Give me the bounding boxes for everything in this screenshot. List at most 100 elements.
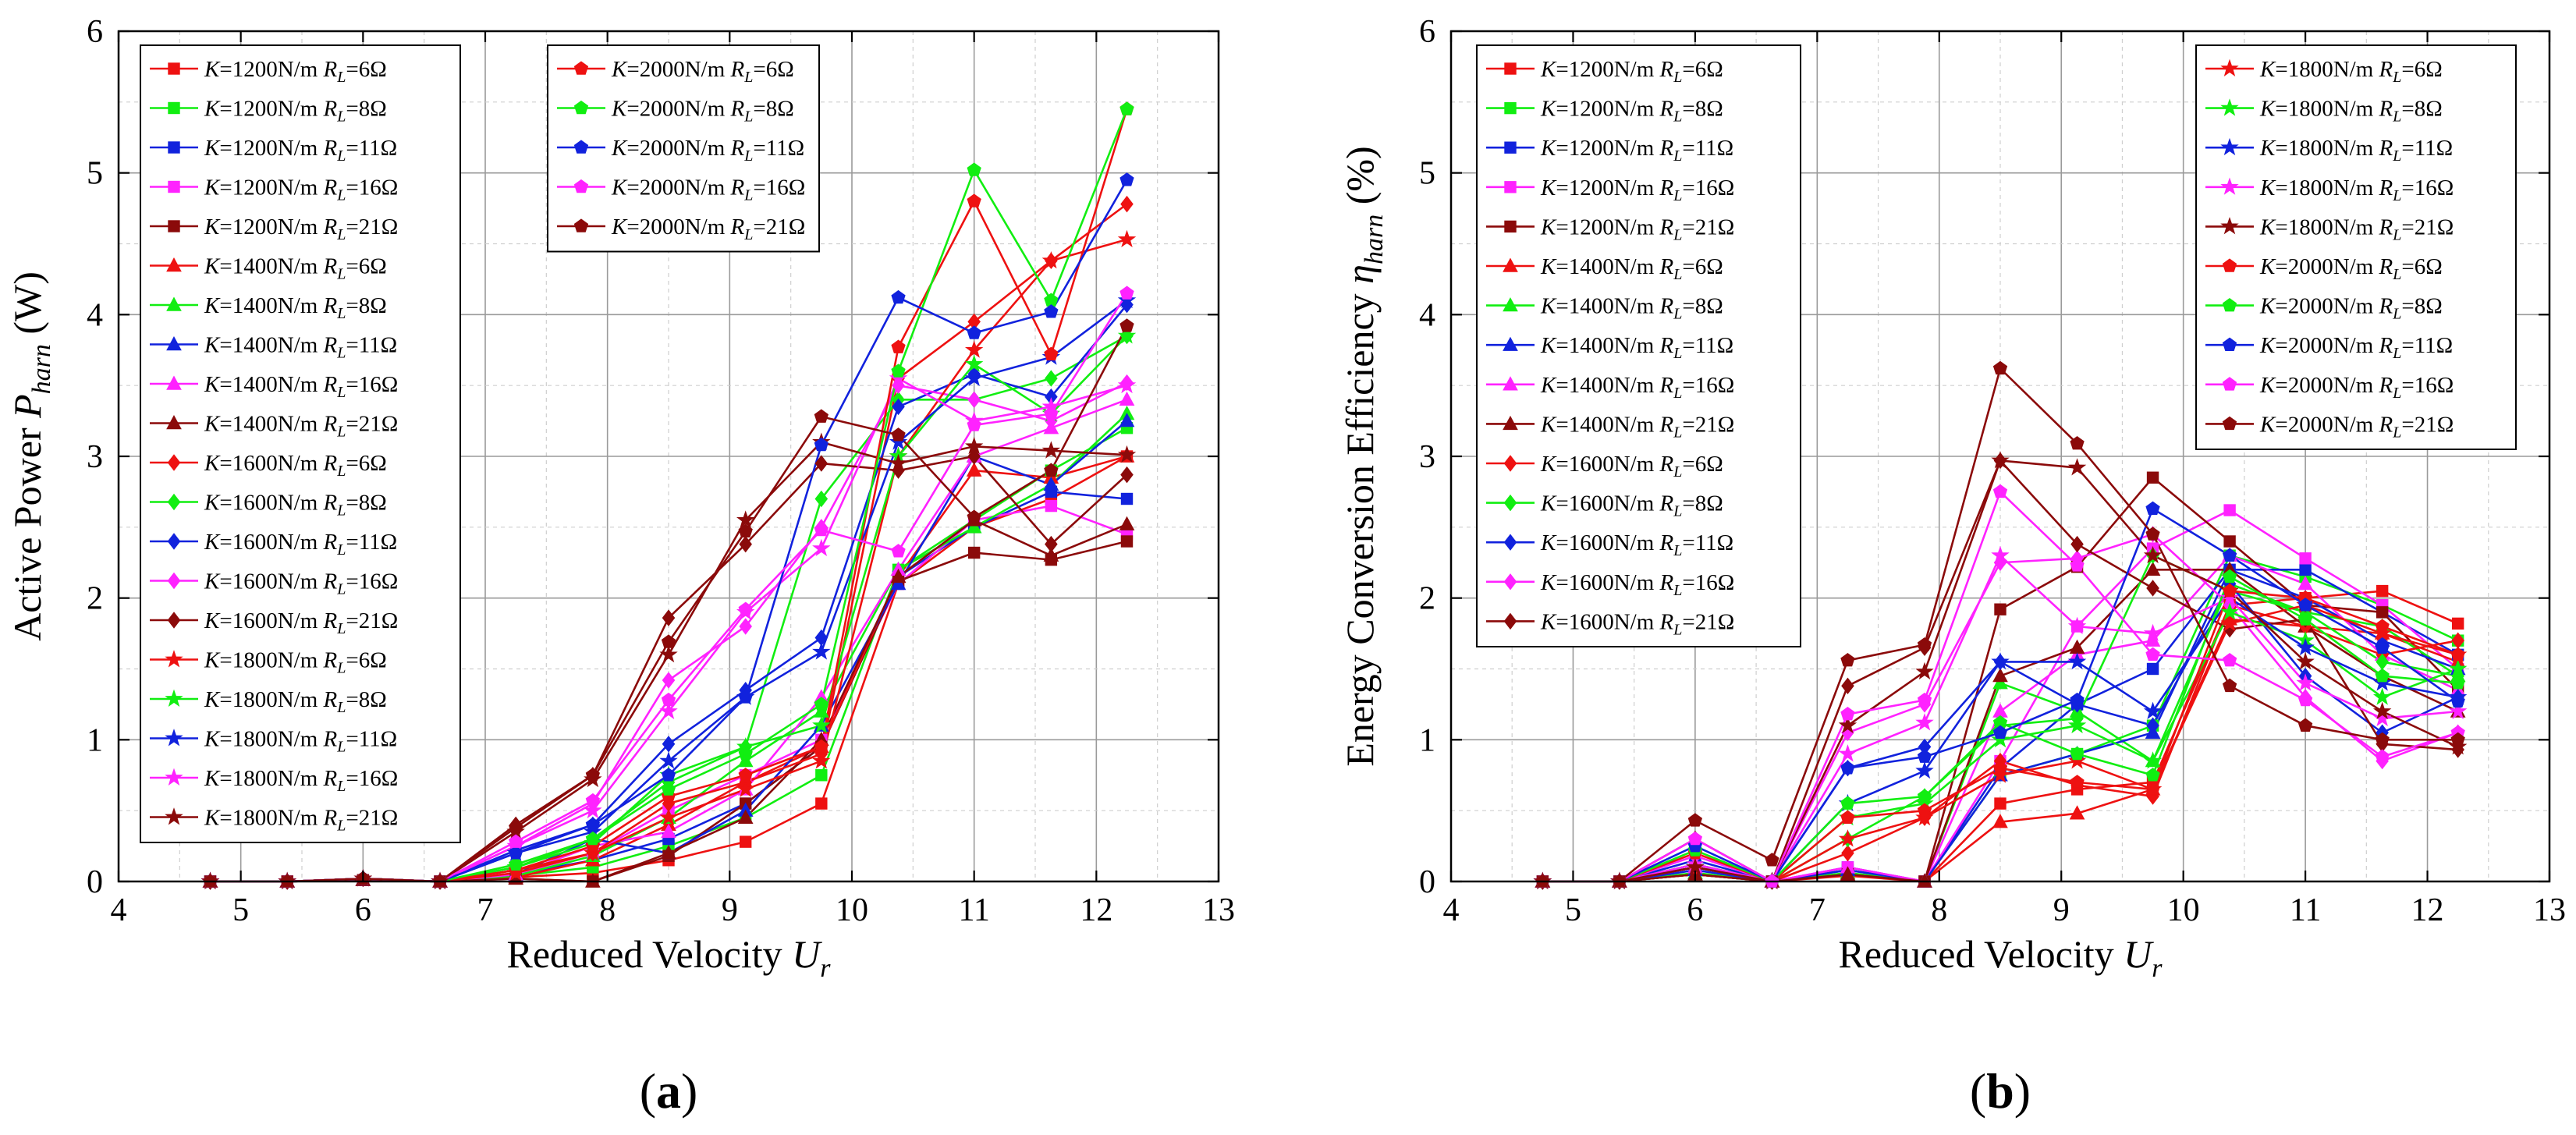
legend-marker [166,414,182,430]
y-tick-label: 1 [87,722,103,758]
y-tick-label: 4 [87,297,103,333]
data-point [890,568,907,583]
data-point [738,746,753,761]
data-point [967,417,981,431]
legend-entry: K=1400N/m RL=11Ω [1540,333,1733,362]
data-point [889,368,908,387]
data-point [891,364,906,378]
legend-marker [168,141,180,154]
data-point [814,490,829,508]
legend-marker [168,220,180,232]
data-point [2448,659,2468,677]
legend-marker [166,257,182,272]
legend-marker [2220,98,2239,116]
data-point [659,701,678,719]
y-tick-label: 3 [87,439,103,475]
data-point [2372,623,2392,642]
legend-entry: K=1600N/m RL=8Ω [204,491,387,520]
data-point [1992,761,2008,775]
data-point [1120,466,1134,484]
data-point [509,820,523,834]
legend-entry: K=1600N/m RL=16Ω [204,569,398,598]
data-point [736,510,755,528]
x-tick-label: 7 [477,892,494,928]
x-tick-label: 12 [1080,892,1112,928]
data-point [967,325,981,339]
data-point [812,715,831,734]
legend-marker [167,454,181,471]
data-point [812,538,831,557]
legend-marker [166,335,182,351]
data-point [1119,413,1135,427]
data-point [1045,499,1058,513]
data-point [2448,737,2468,755]
legend-marker [165,650,183,668]
legend-marker [1503,573,1517,591]
legend-marker [165,689,183,707]
x-tick-label: 11 [958,892,989,928]
data-point [738,690,753,704]
data-point [1117,375,1137,394]
legend-marker [2220,59,2239,76]
y-tick-label: 3 [1419,439,1435,475]
data-point [814,522,829,537]
legend-entry: K=1200N/m RL=6Ω [204,57,387,86]
data-point [2450,676,2465,690]
legend-entry: K=1600N/m RL=6Ω [1540,452,1723,481]
data-point [2145,501,2160,515]
data-point [2450,693,2465,708]
data-point [2222,678,2237,693]
data-point [737,753,754,768]
data-point [1917,749,1932,763]
legend-marker [2220,137,2239,156]
data-point [2297,718,2313,732]
legend-marker [1503,534,1517,551]
data-point [1119,172,1134,186]
legend-entry: K=1800N/m RL=16Ω [204,766,398,795]
data-point [967,391,981,409]
data-point [889,453,908,472]
legend-marker [2222,258,2237,272]
legend-entry: K=2000N/m RL=21Ω [2259,412,2454,441]
data-point [1044,463,1059,477]
x-tick-label: 13 [2533,892,2566,928]
data-point [1992,675,2008,690]
data-point [2070,558,2085,572]
data-point [2070,692,2085,707]
data-point [509,846,523,860]
data-point [2222,652,2237,667]
legend-entry: K=1200N/m RL=6Ω [1540,57,1723,86]
data-point [1687,813,1703,827]
y-tick-label: 2 [1419,581,1435,617]
data-point [1120,492,1134,505]
legend-marker [165,729,183,747]
data-point [2067,715,2087,734]
legend-marker [166,375,182,390]
data-point [1117,326,1137,344]
data-point [1043,547,1059,562]
legend-entry: K=2000N/m RL=8Ω [2259,294,2443,323]
data-point [1915,661,1934,680]
data-point [2145,647,2160,661]
data-point [1838,829,1857,847]
data-point [1992,668,2008,683]
tick-marks [1449,30,2551,883]
x-axis-title: Reduced Velocity Ur [507,932,832,983]
x-tick-label: 4 [1443,892,1460,928]
legend-entry: K=1200N/m RL=8Ω [204,97,387,126]
legend-entry: K=1800N/m RL=6Ω [2259,57,2443,86]
data-point [966,462,982,477]
legend-entry: K=1800N/m RL=21Ω [2259,215,2454,243]
x-tick-label: 8 [599,892,616,928]
legend-marker [1504,181,1517,193]
data-point [1840,866,1856,881]
data-point [2146,717,2159,734]
data-point [2375,619,2390,633]
data-point [815,797,828,810]
data-point [1991,765,2010,783]
data-point [1117,290,1137,309]
data-point [1991,730,2010,748]
data-point [738,601,753,615]
legend-entry: K=1200N/m RL=16Ω [204,176,398,204]
